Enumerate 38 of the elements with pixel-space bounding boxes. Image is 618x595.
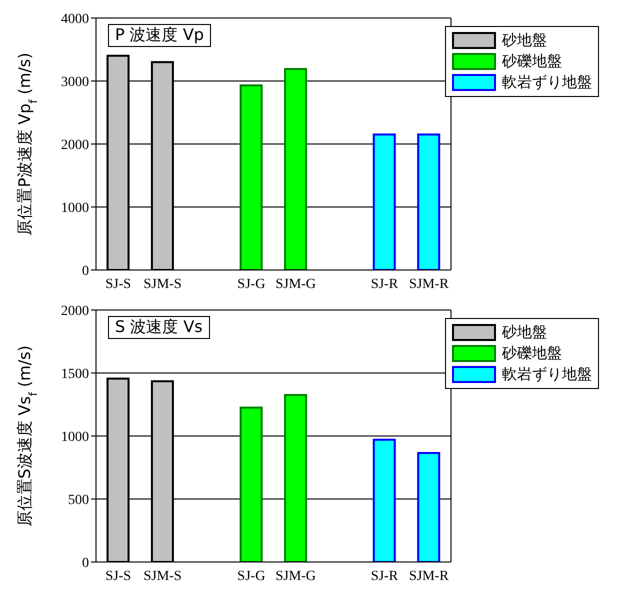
- legend-label: 砂礫地盤: [502, 344, 562, 363]
- bar: [240, 406, 263, 562]
- x-tick-label: SJ-G: [237, 568, 266, 584]
- bar: [284, 68, 308, 270]
- bar: [284, 394, 308, 562]
- x-tick-label: SJ-S: [105, 276, 132, 292]
- y-tick-label: 4000: [61, 12, 89, 27]
- y-tick-label: 500: [68, 492, 89, 508]
- legend-label: 砂礫地盤: [502, 52, 562, 71]
- y-tick-label: 0: [82, 264, 89, 279]
- y-tick-label: 2000: [61, 138, 89, 153]
- x-tick-label: SJM-R: [408, 568, 450, 584]
- bar: [417, 452, 440, 562]
- y-tick-label: 3000: [61, 74, 89, 90]
- y-tick-label: 2000: [61, 304, 89, 319]
- text: P 波速度 Vp: [108, 24, 211, 47]
- legend-label: 軟岩ずり地盤: [502, 365, 592, 384]
- x-tick-label: SJM-G: [275, 276, 316, 292]
- text: S 波速度 Vs: [108, 316, 210, 339]
- x-tick-label: SJM-G: [275, 568, 316, 584]
- y-tick-label: 1500: [61, 366, 89, 382]
- x-tick-label: SJ-G: [237, 276, 266, 292]
- legend-label: 砂地盤: [502, 31, 547, 50]
- legend-label: 軟岩ずり地盤: [502, 73, 592, 92]
- bar: [372, 134, 396, 270]
- legend-label: 砂地盤: [502, 323, 547, 342]
- y-tick-label: 1000: [61, 430, 89, 445]
- y-tick-label: 1000: [61, 200, 89, 216]
- x-tick-label: SJM-S: [143, 568, 182, 584]
- bar: [372, 438, 396, 562]
- y-tick-label: 0: [82, 556, 89, 571]
- x-tick-label: SJ-S: [105, 568, 132, 584]
- x-tick-label: SJ-R: [370, 276, 399, 292]
- x-tick-label: SJM-R: [408, 276, 450, 292]
- bar: [417, 134, 440, 270]
- x-tick-label: SJM-S: [143, 276, 182, 292]
- x-tick-label: SJ-R: [370, 568, 399, 584]
- bar: [240, 84, 263, 270]
